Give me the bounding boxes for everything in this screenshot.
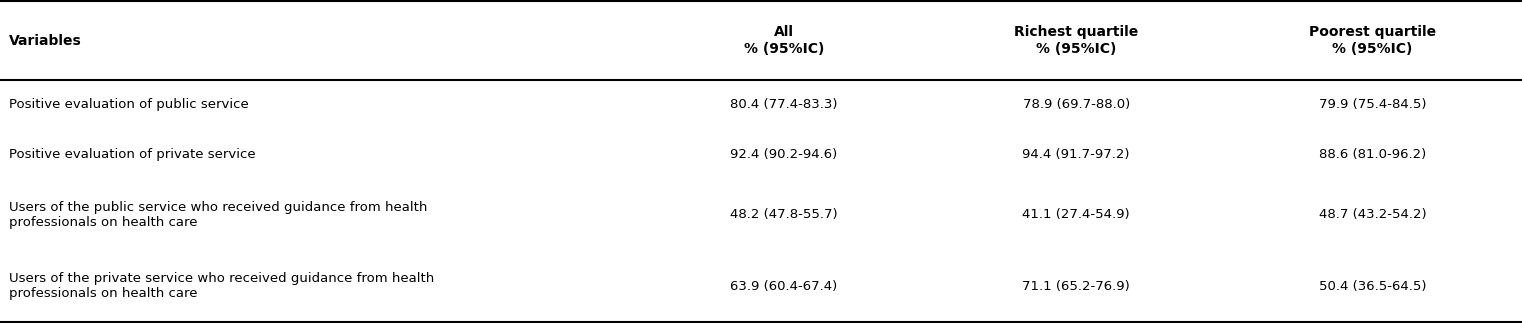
Text: Variables: Variables — [9, 34, 82, 47]
Text: Positive evaluation of private service: Positive evaluation of private service — [9, 148, 256, 161]
Text: 78.9 (69.7-88.0): 78.9 (69.7-88.0) — [1023, 98, 1129, 111]
Text: 63.9 (60.4-67.4): 63.9 (60.4-67.4) — [731, 279, 837, 293]
Text: Users of the private service who received guidance from health
professionals on : Users of the private service who receive… — [9, 272, 434, 300]
Text: Positive evaluation of public service: Positive evaluation of public service — [9, 98, 248, 111]
Text: 92.4 (90.2-94.6): 92.4 (90.2-94.6) — [731, 148, 837, 161]
Text: Users of the public service who received guidance from health
professionals on h: Users of the public service who received… — [9, 201, 428, 229]
Text: 50.4 (36.5-64.5): 50.4 (36.5-64.5) — [1318, 279, 1426, 293]
Text: 94.4 (91.7-97.2): 94.4 (91.7-97.2) — [1023, 148, 1129, 161]
Text: 80.4 (77.4-83.3): 80.4 (77.4-83.3) — [731, 98, 837, 111]
Text: 79.9 (75.4-84.5): 79.9 (75.4-84.5) — [1318, 98, 1426, 111]
Text: 88.6 (81.0-96.2): 88.6 (81.0-96.2) — [1320, 148, 1426, 161]
Text: Poorest quartile
% (95%IC): Poorest quartile % (95%IC) — [1309, 26, 1437, 56]
Text: 41.1 (27.4-54.9): 41.1 (27.4-54.9) — [1023, 208, 1129, 221]
Text: Richest quartile
% (95%IC): Richest quartile % (95%IC) — [1014, 26, 1138, 56]
Text: All
% (95%IC): All % (95%IC) — [744, 26, 823, 56]
Text: 71.1 (65.2-76.9): 71.1 (65.2-76.9) — [1023, 279, 1131, 293]
Text: 48.2 (47.8-55.7): 48.2 (47.8-55.7) — [731, 208, 837, 221]
Text: 48.7 (43.2-54.2): 48.7 (43.2-54.2) — [1318, 208, 1426, 221]
